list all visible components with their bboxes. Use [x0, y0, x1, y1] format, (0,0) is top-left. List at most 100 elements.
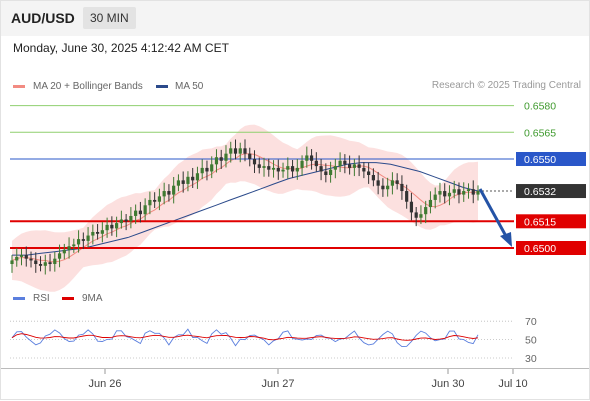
candle-body [348, 164, 352, 168]
candle-body [314, 160, 318, 167]
candle-body [381, 185, 385, 190]
price-tag-label: 0.6532 [524, 186, 556, 198]
candle-body [295, 167, 299, 172]
time-label: Jun 30 [431, 378, 464, 390]
candle-body [386, 185, 390, 190]
candle-body [362, 167, 366, 172]
rsi-line [11, 328, 479, 348]
candle-body [91, 231, 95, 236]
candle-body [115, 223, 119, 229]
candle-body [471, 189, 475, 195]
candle-body [43, 262, 47, 266]
timeframe-button[interactable]: 30 MIN [83, 7, 136, 29]
price-tag-0.6532 [516, 184, 586, 199]
candle-body [286, 166, 290, 170]
price-tag-0.6515 [516, 214, 586, 229]
candle-body [267, 166, 271, 170]
price-tag-label: 0.6580 [524, 101, 556, 113]
candle-body [67, 246, 71, 250]
candle-body [124, 219, 128, 222]
candle-body [376, 180, 380, 186]
ma20-swatch [13, 85, 25, 88]
ma50-swatch [156, 85, 168, 88]
symbol-title: AUD/USD [11, 10, 75, 26]
rsi-tick-label: 50 [525, 335, 537, 347]
candle-body [15, 256, 19, 261]
candle-body [38, 264, 43, 266]
candle-body [343, 160, 347, 165]
candle-body [143, 205, 147, 215]
price-tag-label: 0.6515 [524, 216, 556, 228]
rsi-swatch [13, 297, 25, 300]
candle-body [400, 183, 404, 192]
candle-body [409, 201, 414, 213]
candle-body [433, 194, 437, 200]
candle-body [86, 235, 90, 241]
candle-body [157, 196, 162, 202]
ma50-legend: MA 50 [175, 81, 204, 92]
candle-body [390, 180, 395, 186]
candle-body [181, 180, 185, 184]
candle-body [443, 191, 447, 197]
candle-body [371, 175, 375, 181]
candle-body [466, 189, 471, 192]
candle-body [428, 199, 433, 208]
rsi9-legend: 9MA [82, 293, 103, 304]
candle-body [219, 157, 223, 161]
candle-body [162, 191, 166, 197]
candle-body [290, 166, 295, 172]
candle-body [452, 189, 456, 193]
candle-body [319, 166, 323, 172]
candle-body [367, 171, 371, 176]
candle-body [129, 215, 133, 222]
candle-body [352, 164, 356, 168]
candle-body [76, 239, 81, 245]
candle-body [333, 166, 337, 170]
time-label: Jun 26 [88, 378, 121, 390]
candle-body [195, 173, 200, 181]
candle-body [257, 164, 261, 168]
candle-body [414, 212, 418, 218]
candle-body [276, 167, 280, 172]
candle-body [57, 253, 62, 259]
candle-body [53, 258, 57, 265]
candle-body [229, 148, 233, 154]
price-tag-0.6550 [516, 152, 586, 166]
candle-body [34, 260, 38, 265]
candle-body [138, 210, 142, 215]
candle-body [419, 214, 423, 218]
candle-body [191, 176, 195, 181]
candle-body [248, 153, 252, 159]
price-tag-label: 0.6500 [524, 243, 556, 255]
candle-body [462, 191, 466, 195]
candle-body [424, 207, 428, 215]
price-tag-label: 0.6550 [524, 154, 556, 166]
candle-body [338, 160, 342, 167]
candle-body [24, 255, 28, 259]
candle-body [95, 231, 100, 234]
candle-body [357, 164, 361, 168]
candle-body [281, 169, 285, 172]
candle-body [205, 167, 209, 172]
candle-body [81, 239, 85, 241]
candle-body [309, 155, 314, 161]
forecast-arrow-head [500, 232, 512, 247]
ma50-line [12, 162, 479, 256]
candle-body [200, 167, 204, 174]
time-label: Jul 10 [498, 378, 527, 390]
rsi-tick-label: 30 [525, 353, 537, 365]
candle-body [395, 180, 399, 184]
candle-body [72, 244, 76, 247]
price-tag-label: 0.6565 [524, 127, 556, 139]
rsi-tick-label: 70 [525, 316, 537, 328]
rsi-9ma-line [11, 333, 479, 341]
chart-header: AUD/USD 30 MIN [0, 0, 590, 36]
candle-body [243, 148, 247, 154]
candle-body [10, 260, 14, 265]
candle-body [29, 258, 33, 261]
candle-body [19, 255, 24, 257]
candle-body [224, 153, 228, 161]
candle-body [238, 148, 242, 154]
candle-body [328, 169, 333, 176]
